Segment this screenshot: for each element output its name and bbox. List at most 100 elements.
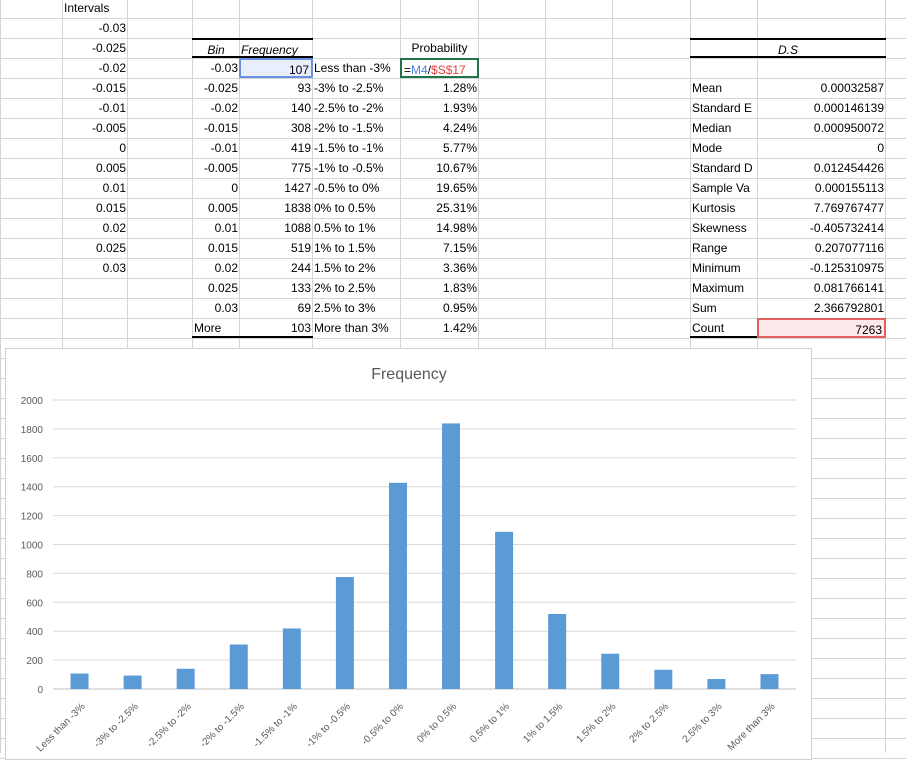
frequency-cell[interactable]: 103 <box>239 318 313 338</box>
probability-cell[interactable]: 0.95% <box>442 301 477 315</box>
frequency-cell[interactable]: 775 <box>290 161 311 175</box>
bin-cell[interactable]: -0.01 <box>210 141 238 155</box>
interval-cell[interactable]: 0.03 <box>102 261 126 275</box>
frequency-cell[interactable]: 308 <box>290 121 311 135</box>
stat-label[interactable]: Mean <box>692 81 723 95</box>
interval-cell[interactable]: -0.02 <box>98 61 126 75</box>
stat-value[interactable]: 0.000950072 <box>813 121 884 135</box>
range-label-cell[interactable]: 1% to 1.5% <box>314 241 376 255</box>
probability-cell[interactable]: 5.77% <box>442 141 477 155</box>
stat-label[interactable]: Kurtosis <box>692 201 736 215</box>
interval-cell[interactable]: 0.02 <box>102 221 126 235</box>
range-label-cell[interactable]: 0% to 0.5% <box>314 201 376 215</box>
range-label-cell[interactable]: 2.5% to 3% <box>314 301 376 315</box>
frequency-cell[interactable]: 419 <box>290 141 311 155</box>
stat-label[interactable]: Standard D <box>692 161 753 175</box>
intervals-header[interactable]: Intervals <box>64 1 110 15</box>
stat-value[interactable]: 7263 <box>757 318 886 338</box>
stat-value[interactable]: -0.125310975 <box>809 261 884 275</box>
bin-cell[interactable]: 0.02 <box>214 261 238 275</box>
stat-label[interactable]: Range <box>692 241 728 255</box>
frequency-header[interactable]: Frequency <box>239 38 313 58</box>
range-label-cell[interactable]: -0.5% to 0% <box>314 181 380 195</box>
probability-cell[interactable]: 14.98% <box>436 221 477 235</box>
probability-cell[interactable]: 1.83% <box>442 281 477 295</box>
bin-cell[interactable]: 0 <box>231 181 238 195</box>
interval-cell[interactable]: -0.025 <box>91 41 126 55</box>
range-label-cell[interactable]: -3% to -2.5% <box>314 81 384 95</box>
bin-cell[interactable]: -0.005 <box>203 161 238 175</box>
range-label-cell[interactable]: Less than -3% <box>314 61 391 75</box>
bin-cell[interactable]: -0.015 <box>203 121 238 135</box>
probability-cell[interactable]: 1.42% <box>442 321 477 335</box>
stat-label[interactable]: Maximum <box>692 281 745 295</box>
bin-cell[interactable]: 0.015 <box>207 241 238 255</box>
stat-value[interactable]: 2.366792801 <box>813 301 884 315</box>
probability-cell[interactable]: 25.31% <box>436 201 477 215</box>
range-label-cell[interactable]: 0.5% to 1% <box>314 221 376 235</box>
stat-label[interactable]: Sum <box>692 301 717 315</box>
probability-cell[interactable]: 3.36% <box>442 261 477 275</box>
interval-cell[interactable]: 0.025 <box>95 241 126 255</box>
stat-value[interactable]: 0.081766141 <box>813 281 884 295</box>
interval-cell[interactable]: -0.005 <box>91 121 126 135</box>
frequency-chart[interactable]: Frequency 0 200 400 600 800 1000 1200 1400 1600 18… <box>5 348 812 760</box>
interval-cell[interactable]: -0.015 <box>91 81 126 95</box>
range-label-cell[interactable]: -1.5% to -1% <box>314 141 384 155</box>
bin-cell[interactable]: -0.025 <box>203 81 238 95</box>
probability-header[interactable]: Probability <box>411 41 468 55</box>
stat-value[interactable]: 0.00032587 <box>820 81 884 95</box>
bin-cell[interactable]: 0.01 <box>214 221 238 235</box>
probability-cell[interactable]: 10.67% <box>436 161 477 175</box>
stat-value[interactable]: 0.207077116 <box>814 241 884 255</box>
frequency-cell[interactable]: 244 <box>290 261 311 275</box>
bin-header[interactable]: Bin <box>192 38 240 58</box>
stat-label[interactable]: Sample Va <box>692 181 750 195</box>
probability-cell[interactable]: 7.15% <box>442 241 477 255</box>
stat-value[interactable]: 0.000155113 <box>814 181 884 195</box>
stat-value[interactable]: 7.769767477 <box>813 201 884 215</box>
interval-cell[interactable]: -0.01 <box>98 101 126 115</box>
stat-value[interactable]: 0.000146139 <box>813 101 884 115</box>
range-label-cell[interactable]: 1.5% to 2% <box>314 261 376 275</box>
frequency-cell[interactable]: 133 <box>290 281 311 295</box>
stat-value[interactable]: 0 <box>877 141 884 155</box>
probability-formula-cell[interactable]: =M4/$S$17 <box>400 58 479 78</box>
interval-cell[interactable]: 0 <box>119 141 126 155</box>
probability-cell[interactable]: 19.65% <box>436 181 477 195</box>
frequency-cell[interactable]: 140 <box>290 101 311 115</box>
frequency-cell[interactable]: 1427 <box>284 181 311 195</box>
frequency-cell[interactable]: 519 <box>290 241 311 255</box>
bin-cell[interactable]: More <box>192 318 240 338</box>
bin-cell[interactable]: -0.03 <box>210 61 238 75</box>
probability-cell[interactable]: 4.24% <box>442 121 477 135</box>
bin-cell[interactable]: 0.03 <box>214 301 238 315</box>
interval-cell[interactable]: -0.03 <box>98 21 126 35</box>
frequency-cell[interactable]: 1088 <box>284 221 311 235</box>
stats-title[interactable]: D.S <box>690 38 886 58</box>
range-label-cell[interactable]: -2% to -1.5% <box>314 121 384 135</box>
stat-label[interactable]: Skewness <box>692 221 747 235</box>
interval-cell[interactable]: 0.015 <box>95 201 126 215</box>
range-label-cell[interactable]: -1% to -0.5% <box>314 161 384 175</box>
stat-value[interactable]: 0.012454426 <box>813 161 884 175</box>
range-label-cell[interactable]: -2.5% to -2% <box>314 101 384 115</box>
frequency-cell[interactable]: 93 <box>297 81 311 95</box>
probability-cell[interactable]: 1.28% <box>442 81 477 95</box>
range-label-cell[interactable]: More than 3% <box>314 321 389 335</box>
stat-label[interactable]: Median <box>692 121 732 135</box>
bin-cell[interactable]: -0.02 <box>210 101 238 115</box>
stat-label[interactable]: Mode <box>692 141 723 155</box>
bin-cell[interactable]: 0.005 <box>207 201 238 215</box>
bin-cell[interactable]: 0.025 <box>207 281 238 295</box>
range-label-cell[interactable]: 2% to 2.5% <box>314 281 376 295</box>
stat-value[interactable]: -0.405732414 <box>809 221 884 235</box>
interval-cell[interactable]: 0.005 <box>95 161 126 175</box>
stat-label[interactable]: Minimum <box>692 261 741 275</box>
stat-label[interactable]: Count <box>690 318 758 338</box>
frequency-cell[interactable]: 107 <box>239 58 313 78</box>
interval-cell[interactable]: 0.01 <box>102 181 126 195</box>
frequency-cell[interactable]: 69 <box>297 301 311 315</box>
frequency-cell[interactable]: 1838 <box>284 201 311 215</box>
probability-cell[interactable]: 1.93% <box>442 101 477 115</box>
